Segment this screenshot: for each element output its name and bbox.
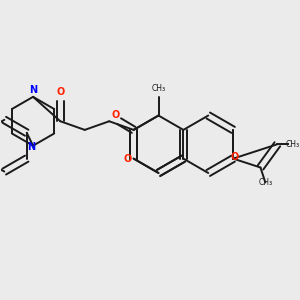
Text: O: O	[124, 154, 132, 164]
Text: N: N	[27, 142, 35, 152]
Text: O: O	[230, 152, 239, 162]
Text: CH₃: CH₃	[286, 140, 300, 149]
Text: CH₃: CH₃	[258, 178, 272, 187]
Text: N: N	[30, 85, 38, 94]
Text: CH₃: CH₃	[152, 83, 166, 92]
Text: O: O	[56, 87, 64, 98]
Text: O: O	[112, 110, 120, 120]
